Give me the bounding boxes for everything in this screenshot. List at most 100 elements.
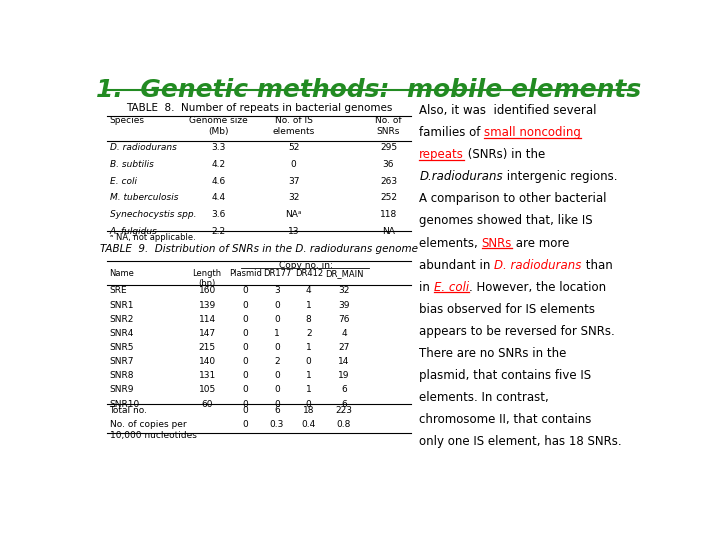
Text: SNR9: SNR9 <box>109 386 134 394</box>
Text: 1: 1 <box>306 343 312 352</box>
Text: M. tuberculosis: M. tuberculosis <box>109 193 178 202</box>
Text: Total no.: Total no. <box>109 406 148 415</box>
Text: D.radiodurans: D.radiodurans <box>419 171 503 184</box>
Text: 0.3: 0.3 <box>270 420 284 429</box>
Text: 114: 114 <box>199 315 216 323</box>
Text: Plasmid: Plasmid <box>229 269 261 278</box>
Text: 0: 0 <box>242 406 248 415</box>
Text: than: than <box>582 259 613 272</box>
Text: 139: 139 <box>199 301 216 309</box>
Text: NA: NA <box>382 227 395 235</box>
Text: 131: 131 <box>199 371 216 380</box>
Text: 118: 118 <box>380 210 397 219</box>
Text: in: in <box>419 281 434 294</box>
Text: 32: 32 <box>338 286 350 295</box>
Text: NAᵃ: NAᵃ <box>285 210 302 219</box>
Text: 0: 0 <box>242 400 248 409</box>
Text: repeats: repeats <box>419 148 464 161</box>
Text: 3: 3 <box>274 286 280 295</box>
Text: 1: 1 <box>306 371 312 380</box>
Text: elements. In contrast,: elements. In contrast, <box>419 391 549 404</box>
Text: E. coli: E. coli <box>434 281 469 294</box>
Text: 223: 223 <box>336 406 352 415</box>
Text: 0: 0 <box>242 371 248 380</box>
Text: 0: 0 <box>274 315 280 323</box>
Text: A. fulgidus: A. fulgidus <box>109 227 158 235</box>
Text: 3.3: 3.3 <box>211 144 225 152</box>
Text: 0: 0 <box>242 315 248 323</box>
Text: ᵃ NA, not applicable.: ᵃ NA, not applicable. <box>109 233 195 242</box>
Text: 263: 263 <box>380 177 397 186</box>
Text: 4.6: 4.6 <box>211 177 225 186</box>
Text: 105: 105 <box>199 386 216 394</box>
Text: Name: Name <box>109 269 135 278</box>
Text: 140: 140 <box>199 357 216 366</box>
Text: intergenic regions.: intergenic regions. <box>503 171 617 184</box>
Text: 0: 0 <box>242 386 248 394</box>
Text: E. coli: E. coli <box>109 177 137 186</box>
Text: 27: 27 <box>338 343 350 352</box>
Text: 0: 0 <box>274 371 280 380</box>
Text: DR177: DR177 <box>263 269 291 278</box>
Text: SRE: SRE <box>109 286 127 295</box>
Text: 6: 6 <box>341 400 347 409</box>
Text: TABLE  9.  Distribution of SNRs in the D. radiodurans genome: TABLE 9. Distribution of SNRs in the D. … <box>100 244 418 254</box>
Text: Also, it was  identified several: Also, it was identified several <box>419 104 597 117</box>
Text: SNR1: SNR1 <box>109 301 134 309</box>
Text: SNRs: SNRs <box>482 237 512 249</box>
Text: 14: 14 <box>338 357 350 366</box>
Text: SNR5: SNR5 <box>109 343 134 352</box>
Text: 52: 52 <box>288 144 300 152</box>
Text: No. of
SNRs: No. of SNRs <box>375 116 402 136</box>
Text: families of: families of <box>419 126 485 139</box>
Text: 0: 0 <box>274 400 280 409</box>
Text: 0: 0 <box>306 400 312 409</box>
Text: 8: 8 <box>306 315 312 323</box>
Text: appears to be reversed for SNRs.: appears to be reversed for SNRs. <box>419 325 615 338</box>
Text: B. subtilis: B. subtilis <box>109 160 153 169</box>
Text: D. radiodurans: D. radiodurans <box>495 259 582 272</box>
Text: abundant in: abundant in <box>419 259 495 272</box>
Text: 1: 1 <box>306 301 312 309</box>
Text: No. of copies per
10,000 nucleotides: No. of copies per 10,000 nucleotides <box>109 420 197 440</box>
Text: 0: 0 <box>274 386 280 394</box>
Text: 0: 0 <box>242 343 248 352</box>
Text: 76: 76 <box>338 315 350 323</box>
Text: plasmid, that contains five IS: plasmid, that contains five IS <box>419 369 591 382</box>
Text: 37: 37 <box>288 177 300 186</box>
Text: SNR8: SNR8 <box>109 371 134 380</box>
Text: SNR10: SNR10 <box>109 400 140 409</box>
Text: 160: 160 <box>199 286 216 295</box>
Text: SNR7: SNR7 <box>109 357 134 366</box>
Text: SNR4: SNR4 <box>109 329 134 338</box>
Text: 0: 0 <box>306 357 312 366</box>
Text: 4.2: 4.2 <box>211 160 225 169</box>
Text: 215: 215 <box>199 343 216 352</box>
Text: bias observed for IS elements: bias observed for IS elements <box>419 302 595 316</box>
Text: 1.  Genetic methods:  mobile elements: 1. Genetic methods: mobile elements <box>96 78 642 102</box>
Text: 1: 1 <box>274 329 280 338</box>
Text: 39: 39 <box>338 301 350 309</box>
Text: 0: 0 <box>274 343 280 352</box>
Text: No. of IS
elements: No. of IS elements <box>273 116 315 136</box>
Text: TABLE  8.  Number of repeats in bacterial genomes: TABLE 8. Number of repeats in bacterial … <box>125 103 392 113</box>
Text: 2.2: 2.2 <box>211 227 225 235</box>
Text: genomes showed that, like IS: genomes showed that, like IS <box>419 214 593 227</box>
Text: Length
(bp): Length (bp) <box>193 269 222 288</box>
Text: Copy no. in:: Copy no. in: <box>279 261 333 271</box>
Text: 0: 0 <box>242 357 248 366</box>
Text: 60: 60 <box>202 400 213 409</box>
Text: (SNRs) in the: (SNRs) in the <box>464 148 545 161</box>
Text: 0: 0 <box>242 420 248 429</box>
Text: 3.6: 3.6 <box>211 210 225 219</box>
Text: 0.4: 0.4 <box>302 420 316 429</box>
Text: 4: 4 <box>306 286 312 295</box>
Text: 0: 0 <box>242 301 248 309</box>
Text: . However, the location: . However, the location <box>469 281 606 294</box>
Text: 32: 32 <box>288 193 300 202</box>
Text: 1: 1 <box>306 386 312 394</box>
Text: SNR2: SNR2 <box>109 315 134 323</box>
Text: Species: Species <box>109 116 145 125</box>
Text: small noncoding: small noncoding <box>485 126 581 139</box>
Text: 147: 147 <box>199 329 216 338</box>
